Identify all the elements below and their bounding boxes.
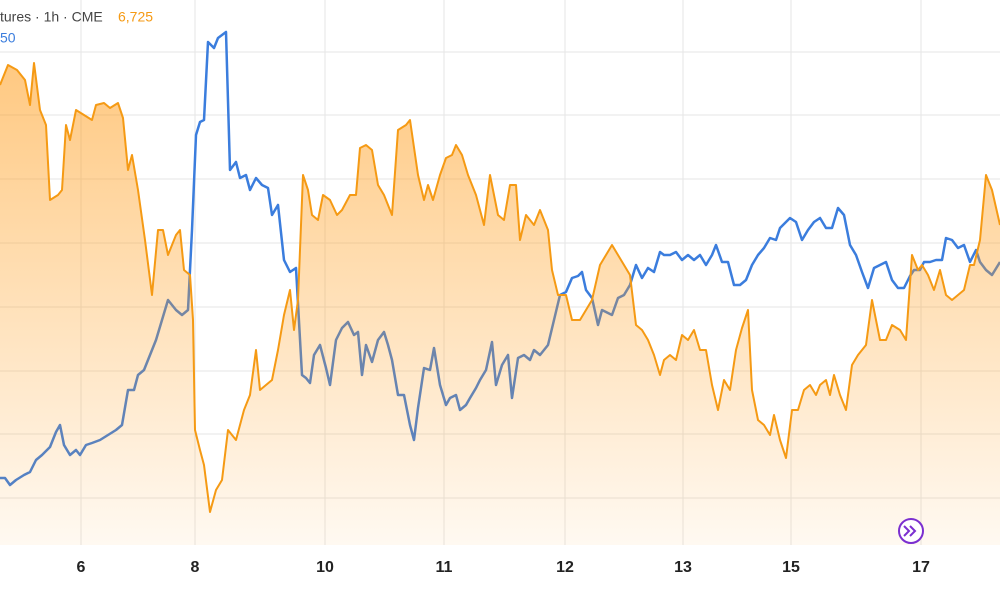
replay-icon[interactable]	[898, 518, 924, 544]
symbol-name: tures · 1h · CME	[0, 9, 103, 25]
x-tick-label: 10	[316, 559, 334, 576]
x-tick-label: 8	[191, 559, 200, 576]
price-area	[0, 63, 1000, 545]
compare-last: 50	[0, 30, 16, 46]
x-tick-label: 6	[77, 559, 86, 576]
x-tick-label: 12	[556, 559, 574, 576]
x-tick-label: 11	[436, 559, 453, 576]
x-tick-label: 15	[782, 559, 800, 576]
x-tick-label: 17	[912, 559, 930, 576]
x-axis: 6 8 10 11 12 13 15 17	[77, 559, 930, 576]
plot	[0, 30, 1000, 545]
last-price: 6,725	[118, 9, 153, 25]
x-tick-label: 13	[674, 559, 692, 576]
price-line	[0, 62, 1000, 513]
